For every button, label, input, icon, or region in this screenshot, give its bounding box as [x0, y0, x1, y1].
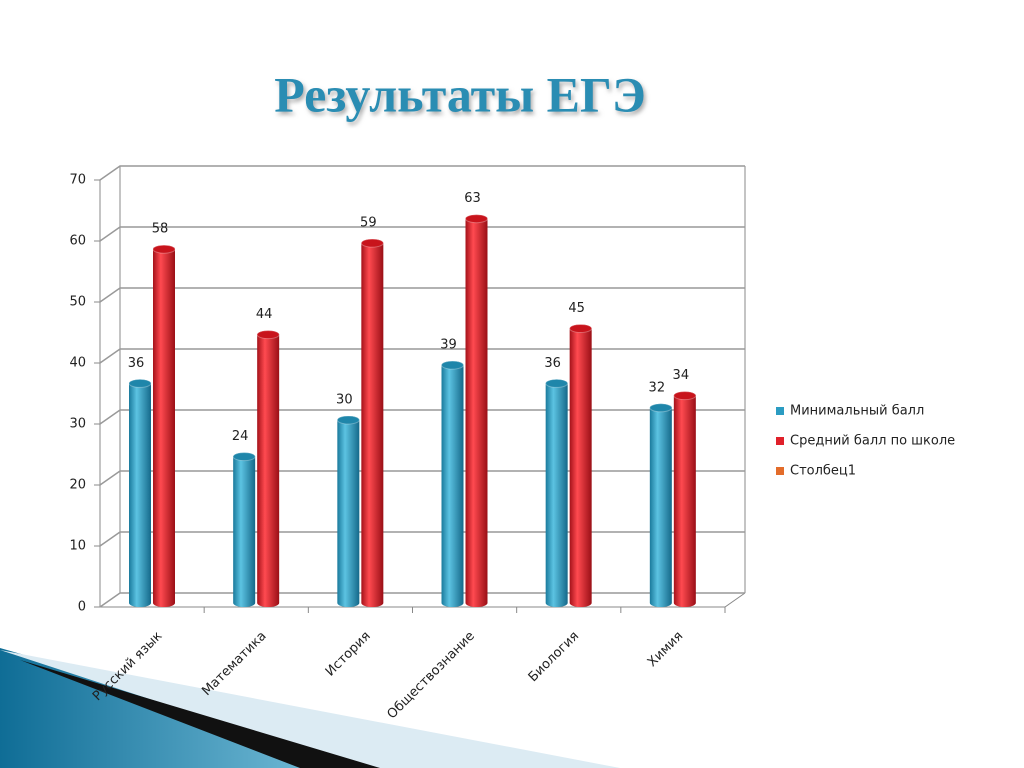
y-tick-label: 70 — [69, 173, 86, 188]
y-tick-label: 0 — [78, 600, 86, 615]
grid-line — [99, 531, 745, 547]
grid-line — [99, 592, 745, 608]
x-tick-label: История — [323, 629, 374, 680]
x-tick-label: Обществознание — [384, 629, 477, 722]
bar — [649, 403, 672, 607]
bar — [673, 391, 696, 607]
bar — [545, 379, 568, 607]
decoration — [0, 648, 620, 768]
bar — [257, 330, 280, 607]
grid-line — [99, 226, 745, 242]
data-label: 59 — [360, 216, 377, 231]
bar-top — [569, 324, 593, 333]
data-label: 36 — [544, 356, 561, 371]
bar-top — [152, 244, 176, 254]
bar-top — [336, 415, 360, 425]
y-tick-label: 50 — [69, 295, 86, 310]
x-axis — [100, 592, 746, 608]
bar-top — [649, 403, 673, 413]
legend-label: Средний балл по школе — [790, 434, 955, 449]
grid-line — [99, 470, 745, 486]
bar-top — [465, 214, 488, 224]
y-tick-label: 20 — [69, 478, 86, 493]
y-tick-label: 10 — [69, 539, 86, 554]
grid-line — [99, 287, 745, 303]
data-label: 30 — [336, 393, 353, 408]
grid-line — [99, 409, 745, 425]
bar — [153, 245, 175, 607]
data-label: 44 — [256, 307, 273, 322]
x-tick-label: Биология — [526, 629, 582, 685]
bar-top — [545, 378, 569, 388]
y-tick-label: 60 — [69, 234, 86, 249]
data-label: 58 — [152, 222, 169, 237]
legend-label: Минимальный балл — [790, 404, 924, 419]
bar-top — [256, 330, 280, 340]
data-label: 36 — [128, 356, 145, 371]
bar-top — [232, 452, 256, 462]
bar — [441, 361, 464, 607]
data-label: 45 — [568, 301, 585, 316]
grid-line — [99, 348, 745, 364]
x-tick-label: Математика — [199, 629, 269, 699]
bar — [569, 324, 592, 607]
bar-top — [128, 378, 152, 388]
bar — [233, 452, 256, 607]
legend-label: Столбец1 — [790, 464, 856, 479]
bar-top — [360, 238, 384, 248]
data-label: 34 — [673, 368, 690, 383]
data-label: 39 — [440, 338, 457, 353]
data-label: 63 — [464, 191, 481, 206]
bar-top — [441, 360, 464, 370]
legend-swatch — [776, 467, 784, 475]
bar — [361, 239, 384, 607]
y-tick-label: 30 — [69, 417, 86, 432]
bar — [129, 379, 151, 607]
legend-swatch — [776, 437, 784, 445]
bar — [337, 416, 360, 607]
y-tick-label: 40 — [69, 356, 86, 371]
bar-top — [673, 391, 697, 401]
chart-title: Результаты ЕГЭ — [274, 66, 646, 122]
legend-swatch — [776, 407, 784, 415]
grid-line — [99, 165, 745, 181]
data-label: 32 — [649, 380, 666, 395]
bar — [465, 214, 488, 607]
data-label: 24 — [232, 429, 249, 444]
x-tick-label: Химия — [645, 629, 686, 670]
